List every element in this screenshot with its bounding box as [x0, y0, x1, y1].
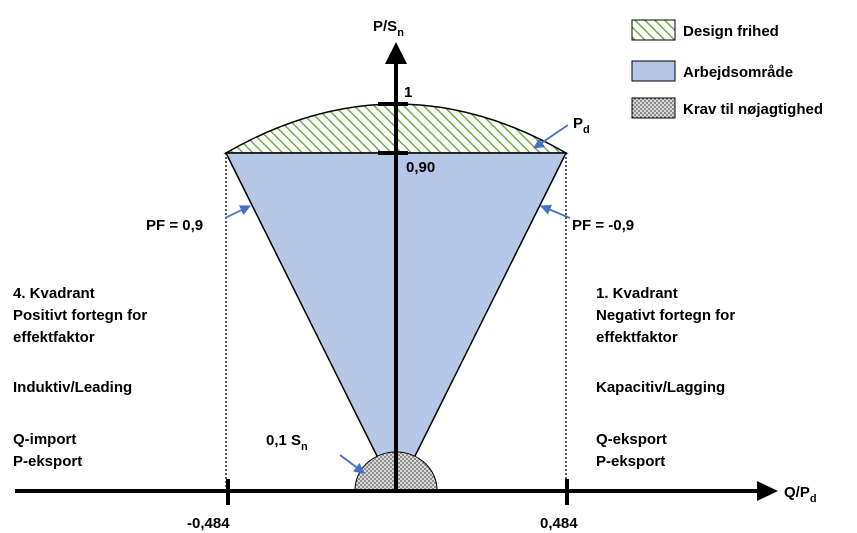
pd-arrow	[533, 124, 569, 149]
left-quadrant-line-3: effektfaktor	[13, 329, 95, 346]
legend-label-working-area: Arbejdsområde	[683, 64, 793, 81]
pf-left-arrow	[224, 205, 251, 219]
right-quadrant-line-8: P-eksport	[596, 453, 665, 470]
pf-right-arrow	[540, 204, 571, 219]
right-quadrant-line-3: effektfaktor	[596, 329, 678, 346]
legend-label-accuracy: Krav til nøjagtighed	[683, 101, 823, 118]
legend-swatch-design-freedom	[631, 19, 676, 41]
x-tick-left-label: -0,484	[187, 515, 230, 532]
sn-label: 0,1 Sn	[266, 432, 308, 453]
sn-arrow	[339, 454, 365, 474]
right-quadrant-line-1: 1. Kvadrant	[596, 285, 678, 302]
right-quadrant-line-7: Q-eksport	[596, 431, 667, 448]
y-tick-top-label: 1	[404, 84, 412, 101]
y-axis-label: P/Sn	[373, 18, 404, 39]
x-axis-label: Q/Pd	[784, 484, 817, 505]
left-quadrant-line-8: P-eksport	[13, 453, 82, 470]
left-quadrant-line-1: 4. Kvadrant	[13, 285, 95, 302]
legend-label-design-freedom: Design frihed	[683, 23, 779, 40]
x-axis-arrowhead	[757, 481, 778, 501]
left-quadrant-line-5: Induktiv/Leading	[13, 379, 132, 396]
pf-right-label: PF = -0,9	[572, 217, 634, 234]
right-quadrant-line-5: Kapacitiv/Lagging	[596, 379, 725, 396]
pf-left-label: PF = 0,9	[146, 217, 203, 234]
left-quadrant-line-7: Q-import	[13, 431, 76, 448]
pd-label: Pd	[573, 115, 590, 136]
y-axis-arrowhead	[385, 42, 407, 64]
y-tick-mid-label: 0,90	[406, 159, 435, 176]
left-quadrant-line-2: Positivt fortegn for	[13, 307, 147, 324]
legend-swatch-accuracy	[631, 97, 676, 119]
legend-swatch-working-area	[631, 60, 676, 82]
right-quadrant-line-2: Negativt fortegn for	[596, 307, 735, 324]
x-tick-right-label: 0,484	[540, 515, 578, 532]
legend: Design frihed Arbejdsområde Krav til nøj…	[631, 19, 823, 119]
